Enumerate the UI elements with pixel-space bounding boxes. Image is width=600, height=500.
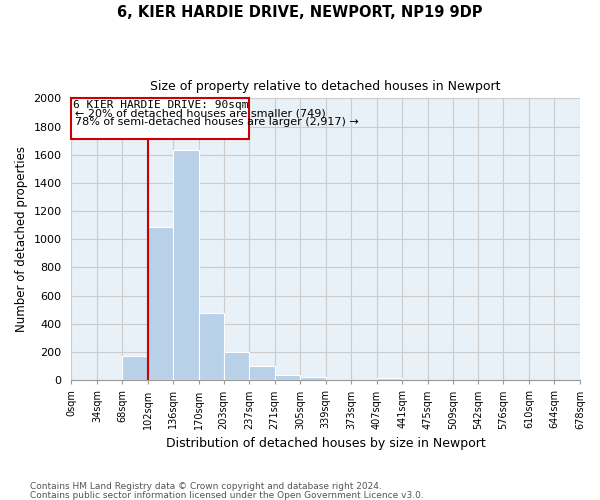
- Text: Contains public sector information licensed under the Open Government Licence v3: Contains public sector information licen…: [30, 490, 424, 500]
- X-axis label: Distribution of detached houses by size in Newport: Distribution of detached houses by size …: [166, 437, 485, 450]
- Bar: [148, 226, 173, 380]
- Y-axis label: Number of detached properties: Number of detached properties: [15, 146, 28, 332]
- Bar: [173, 150, 199, 380]
- Text: ← 20% of detached houses are smaller (749): ← 20% of detached houses are smaller (74…: [75, 108, 326, 118]
- Bar: [377, 378, 402, 380]
- Text: 78% of semi-detached houses are larger (2,917) →: 78% of semi-detached houses are larger (…: [75, 116, 359, 126]
- Bar: [199, 312, 224, 380]
- Bar: [300, 378, 326, 380]
- Text: 6 KIER HARDIE DRIVE: 90sqm: 6 KIER HARDIE DRIVE: 90sqm: [73, 100, 248, 110]
- Bar: [275, 374, 300, 380]
- Bar: [249, 366, 275, 380]
- Bar: [122, 356, 148, 380]
- Title: Size of property relative to detached houses in Newport: Size of property relative to detached ho…: [151, 80, 501, 93]
- FancyBboxPatch shape: [71, 98, 249, 139]
- Text: Contains HM Land Registry data © Crown copyright and database right 2024.: Contains HM Land Registry data © Crown c…: [30, 482, 382, 491]
- Text: 6, KIER HARDIE DRIVE, NEWPORT, NP19 9DP: 6, KIER HARDIE DRIVE, NEWPORT, NP19 9DP: [117, 5, 483, 20]
- Bar: [224, 352, 249, 380]
